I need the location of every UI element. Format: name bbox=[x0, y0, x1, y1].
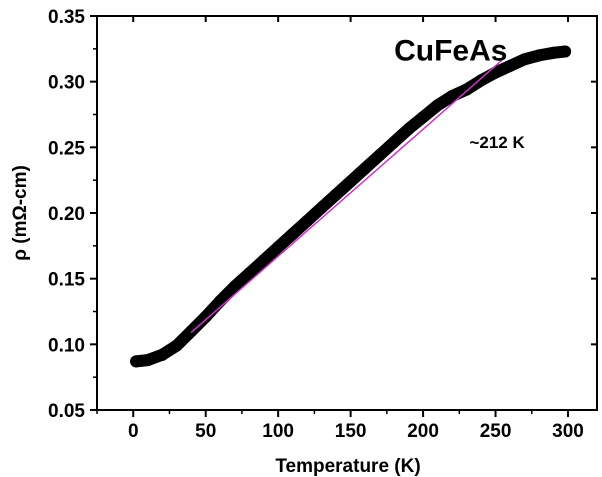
data-point bbox=[417, 111, 430, 124]
y-tick-label: 0.25 bbox=[48, 138, 85, 159]
data-point bbox=[547, 46, 560, 59]
y-tick-label: 0.30 bbox=[48, 73, 85, 94]
data-point bbox=[460, 83, 473, 96]
y-tick-label: 0.05 bbox=[48, 401, 85, 422]
data-point bbox=[446, 90, 459, 103]
axis-tick-labels: 0 50 100 150 200 250 300 0.05 0.10 0.15 0.20 0.25 0.… bbox=[48, 7, 584, 442]
data-point bbox=[489, 66, 502, 79]
data-point bbox=[272, 241, 285, 254]
data-point bbox=[533, 49, 546, 62]
data-point bbox=[373, 149, 386, 162]
data-point bbox=[559, 45, 572, 58]
y-tick-label: 0.15 bbox=[48, 270, 85, 291]
data-point bbox=[330, 188, 343, 201]
annotations: CuFeAs ~212 K bbox=[394, 35, 525, 152]
data-point bbox=[286, 228, 299, 241]
data-point bbox=[141, 354, 154, 367]
data-point bbox=[518, 53, 531, 66]
x-tick-label: 150 bbox=[335, 421, 367, 442]
x-tick-label: 0 bbox=[128, 421, 139, 442]
data-point bbox=[228, 280, 241, 293]
x-tick-label: 100 bbox=[262, 421, 294, 442]
data-point bbox=[243, 267, 256, 280]
data-point bbox=[130, 355, 143, 368]
data-point bbox=[431, 99, 444, 112]
data-point bbox=[257, 254, 270, 267]
x-tick-label: 50 bbox=[195, 421, 216, 442]
data-point bbox=[504, 59, 517, 72]
data-point bbox=[214, 294, 227, 307]
linear-fit-line bbox=[190, 60, 502, 334]
data-point bbox=[388, 136, 401, 149]
data-point bbox=[315, 201, 328, 214]
sample-label: CuFeAs bbox=[394, 35, 507, 68]
data-point bbox=[344, 175, 357, 188]
plot-area bbox=[96, 15, 598, 411]
data-point bbox=[402, 122, 415, 135]
axis-ticks bbox=[90, 15, 597, 417]
x-axis-title: Temperature (K) bbox=[275, 456, 420, 477]
data-point bbox=[156, 348, 169, 361]
y-tick-label: 0.35 bbox=[48, 7, 85, 28]
x-tick-label: 250 bbox=[480, 421, 512, 442]
data-point bbox=[170, 339, 183, 352]
data-point bbox=[475, 74, 488, 87]
data-point bbox=[185, 325, 198, 338]
y-tick-label: 0.20 bbox=[48, 204, 85, 225]
data-point bbox=[359, 162, 372, 175]
x-tick-label: 200 bbox=[407, 421, 439, 442]
y-tick-label: 0.10 bbox=[48, 335, 85, 356]
transition-temperature-label: ~212 K bbox=[469, 133, 525, 152]
y-axis-title: ρ (mΩ-cm) bbox=[10, 165, 31, 261]
data-point bbox=[301, 214, 314, 227]
data-point bbox=[199, 310, 212, 323]
x-tick-label: 300 bbox=[552, 421, 584, 442]
